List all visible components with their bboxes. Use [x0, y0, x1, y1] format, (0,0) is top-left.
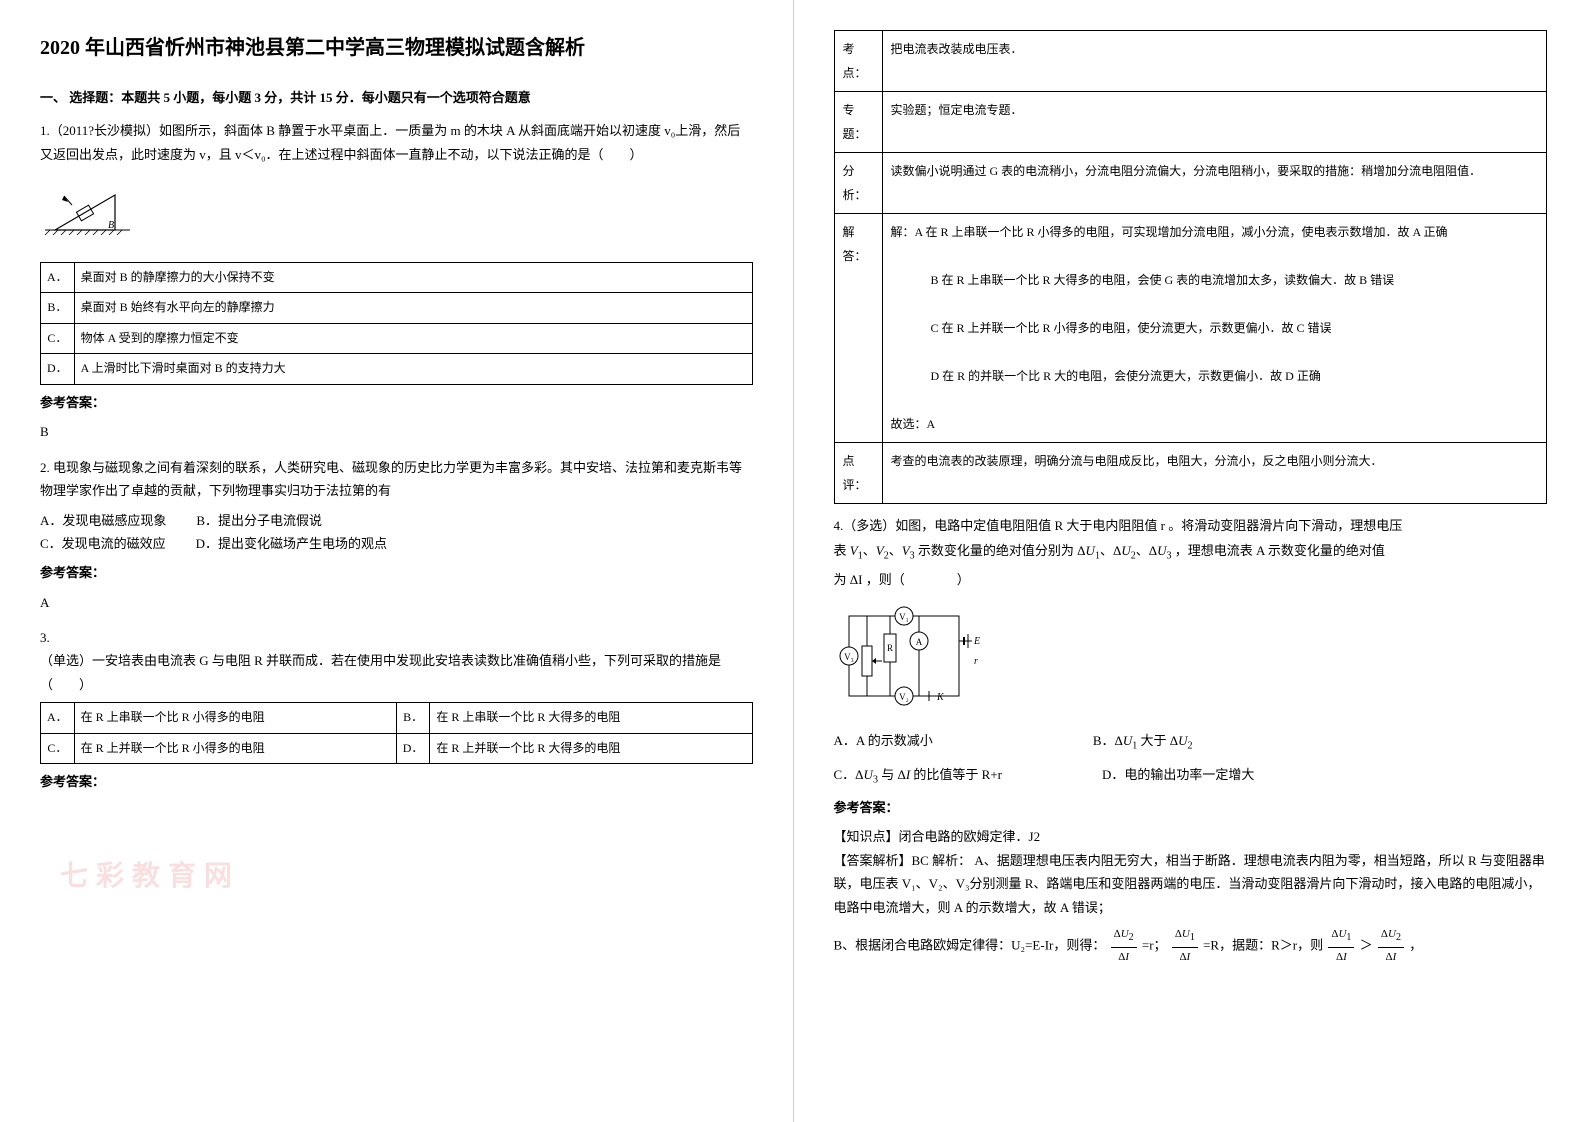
doc-title: 2020 年山西省忻州市神池县第二中学高三物理模拟试题含解析	[40, 30, 753, 66]
q3-optC: 在 R 上并联一个比 R 小得多的电阻	[74, 733, 396, 764]
q1-optD: A 上滑时比下滑时桌面对 B 的支持力大	[74, 354, 752, 385]
row-text: 考查的电流表的改装原理，明确分流与电阻成反比，电阻大，分流小，反之电阻小则分流大…	[882, 443, 1547, 504]
section-1-title: 一、 选择题：本题共 5 小题，每小题 3 分，共计 15 分．每小题只有一个选…	[40, 86, 753, 109]
q3-optB: 在 R 上串联一个比 R 大得多的电阻	[430, 703, 752, 734]
q3-optD: 在 R 上并联一个比 R 大得多的电阻	[430, 733, 752, 764]
q2-optB: B．提出分子电流假说	[196, 509, 322, 532]
q3-options-table: A．在 R 上串联一个比 R 小得多的电阻 B．在 R 上串联一个比 R 大得多…	[40, 702, 753, 764]
q4-row-ab: A．A 的示数减小 B．ΔU1 大于 ΔU2	[834, 729, 1548, 756]
q4-circuit-figure: V₁ V₃ V₂ A R E r K	[834, 601, 984, 718]
opt-label: A．	[41, 262, 75, 293]
r4-5: 故选：A	[891, 412, 1539, 436]
row-text: 实验题；恒定电流专题．	[882, 92, 1547, 153]
q2-options: A．发现电磁感应现象 B．提出分子电流假说 C．发现电流的磁效应 D．提出变化磁场产…	[40, 509, 753, 556]
knowledge-label: 【知识点】	[834, 829, 899, 844]
r4-4: D 在 R 的并联一个比 R 大的电阻，会使分流更大，示数更偏小．故 D 正确	[931, 364, 1539, 388]
q1-optB: 桌面对 B 始终有水平向左的静摩擦力	[74, 293, 752, 324]
row-label: 考点：	[834, 31, 882, 92]
answer-label: 参考答案：	[40, 391, 753, 414]
q1-text: 1.（2011?长沙模拟）如图所示，斜面体 B 静置于水平桌面上．一质量为 m …	[40, 119, 753, 166]
svg-text:V₃: V₃	[844, 652, 854, 662]
q2-text: 2. 电现象与磁现象之间有着深刻的联系，人类研究电、磁现象的历史比力学更为丰富多…	[40, 456, 753, 503]
q3-optA: 在 R 上串联一个比 R 小得多的电阻	[74, 703, 396, 734]
opt-label: A．	[41, 703, 75, 734]
row-label: 专题：	[834, 92, 882, 153]
opt-label: C．	[41, 323, 75, 354]
q1-optA: 桌面对 B 的静摩擦力的大小保持不变	[74, 262, 752, 293]
q1-figure: B	[40, 180, 140, 247]
row-text: 把电流表改装成电压表．	[882, 31, 1547, 92]
q4-optC-m2: 的比值等于 R+r	[913, 767, 1002, 782]
q4-explain1: 【答案解析】BC 解析： A、据题理想电压表内阻无穷大，相当于断路．理想电流表内…	[834, 849, 1548, 919]
analysis-table: 考点：把电流表改装成电压表． 专题：实验题；恒定电流专题． 分析：读数偏小说明通…	[834, 30, 1548, 504]
watermark: 七彩教育网	[60, 852, 240, 902]
e2a: B、根据闭合电路欧姆定律得：U₂=E-Ir，则得：	[834, 937, 1106, 952]
q2-optA: A．发现电磁感应现象	[40, 509, 166, 532]
question-2: 2. 电现象与磁现象之间有着深刻的联系，人类研究电、磁现象的历史比力学更为丰富多…	[40, 456, 753, 614]
q4-text2: 表 V1、V2、V3 示数变化量的绝对值分别为 ΔU1、ΔU2、ΔU3 ，理想电…	[834, 537, 1548, 568]
opt-label: C．	[41, 733, 75, 764]
q4-optB: B．ΔU1 大于 ΔU2	[1093, 729, 1193, 756]
row-text: 读数偏小说明通过 G 表的电流稍小，分流电阻分流偏大，分流电阻稍小，要采取的措施…	[882, 153, 1547, 214]
row-label: 点评：	[834, 443, 882, 504]
q2-optD: D．提出变化磁场产生电场的观点	[196, 532, 387, 555]
q4-text1: 4.（多选）如图，电路中定值电阻阻值 R 大于电内阻阻值 r 。将滑动变阻器滑片…	[834, 514, 1548, 537]
question-3: 3. （单选）一安培表由电流表 G 与电阻 R 并联而成．若在使用中发现此安培表…	[40, 626, 753, 794]
q4-text3: 为 ΔI ，则（ ）	[834, 568, 1548, 591]
svg-text:R: R	[886, 643, 892, 653]
right-page: 考点：把电流表改装成电压表． 专题：实验题；恒定电流专题． 分析：读数偏小说明通…	[794, 0, 1587, 1122]
svg-text:V₁: V₁	[899, 612, 909, 622]
r4-1: 解：A 在 R 上串联一个比 R 小得多的电阻，可实现增加分流电阻，减小分流，使…	[891, 220, 1539, 244]
q4-optD: D．电的输出功率一定增大	[1102, 763, 1254, 790]
e2e: ，	[1409, 937, 1422, 952]
svg-text:K: K	[936, 692, 945, 703]
explain-label: 【答案解析】	[834, 853, 912, 868]
q4-optA: A．A 的示数减小	[834, 729, 933, 756]
question-4: 4.（多选）如图，电路中定值电阻阻值 R 大于电内阻阻值 r 。将滑动变阻器滑片…	[834, 514, 1548, 968]
answer-label: 参考答案：	[40, 770, 753, 793]
knowledge-text: 闭合电路的欧姆定律．J2	[899, 829, 1041, 844]
opt-label: B．	[41, 293, 75, 324]
left-page: 2020 年山西省忻州市神池县第二中学高三物理模拟试题含解析 一、 选择题：本题…	[0, 0, 794, 1122]
q3-text: （单选）一安培表由电流表 G 与电阻 R 并联而成．若在使用中发现此安培表读数比…	[40, 649, 753, 696]
opt-label: D．	[396, 733, 430, 764]
q1-answer: B	[40, 420, 753, 443]
e2b: =r；	[1142, 937, 1167, 952]
opt-label: D．	[41, 354, 75, 385]
e2c: =R，据题：R＞r，则	[1203, 937, 1323, 952]
r4-3: C 在 R 上并联一个比 R 小得多的电阻，使分流更大，示数更偏小．故 C 错误	[931, 316, 1539, 340]
q4-explain2: B、根据闭合电路欧姆定律得：U₂=E-Ir，则得： ΔU2ΔI =r； ΔU1Δ…	[834, 925, 1548, 968]
opt-label: B．	[396, 703, 430, 734]
q1-optC: 物体 A 受到的摩擦力恒定不变	[74, 323, 752, 354]
svg-text:E: E	[973, 636, 980, 647]
q2-optC: C．发现电流的磁效应	[40, 532, 166, 555]
row-text: 解：A 在 R 上串联一个比 R 小得多的电阻，可实现增加分流电阻，减小分流，使…	[882, 214, 1547, 443]
svg-text:A: A	[915, 637, 922, 647]
q4-t2b: 示数变化量的绝对值分别为	[918, 543, 1074, 558]
q3-num: 3.	[40, 626, 753, 649]
q4-knowledge: 【知识点】闭合电路的欧姆定律．J2	[834, 825, 1548, 848]
svg-text:B: B	[108, 220, 114, 231]
row-label: 分析：	[834, 153, 882, 214]
svg-text:V₂: V₂	[899, 692, 909, 702]
q1-options-table: A．桌面对 B 的静摩擦力的大小保持不变 B．桌面对 B 始终有水平向左的静摩擦…	[40, 262, 753, 385]
q4-t2c: ，理想电流表 A 示数变化量的绝对值	[1175, 543, 1385, 558]
row-label: 解答：	[834, 214, 882, 443]
question-1: 1.（2011?长沙模拟）如图所示，斜面体 B 静置于水平桌面上．一质量为 m …	[40, 119, 753, 443]
q2-answer: A	[40, 591, 753, 614]
q4-optC-prefix: C．	[834, 767, 856, 782]
r4-2: B 在 R 上串联一个比 R 大得多的电阻，会使 G 表的电流增加太多，读数偏大…	[931, 268, 1539, 292]
e2d: ＞	[1360, 937, 1373, 952]
explain1-text: BC 解析： A、据题理想电压表内阻无穷大，相当于断路．理想电流表内阻为零，相当…	[834, 853, 1545, 915]
answer-label: 参考答案：	[40, 561, 753, 584]
q4-optC: C．ΔU3 与 ΔI 的比值等于 R+r	[834, 763, 1003, 790]
q4-t2a: 表	[834, 543, 847, 558]
q4-optB-prefix: B．	[1093, 733, 1115, 748]
svg-text:r: r	[974, 656, 978, 667]
answer-label: 参考答案：	[834, 796, 1548, 819]
q4-row-cd: C．ΔU3 与 ΔI 的比值等于 R+r D．电的输出功率一定增大	[834, 763, 1548, 790]
